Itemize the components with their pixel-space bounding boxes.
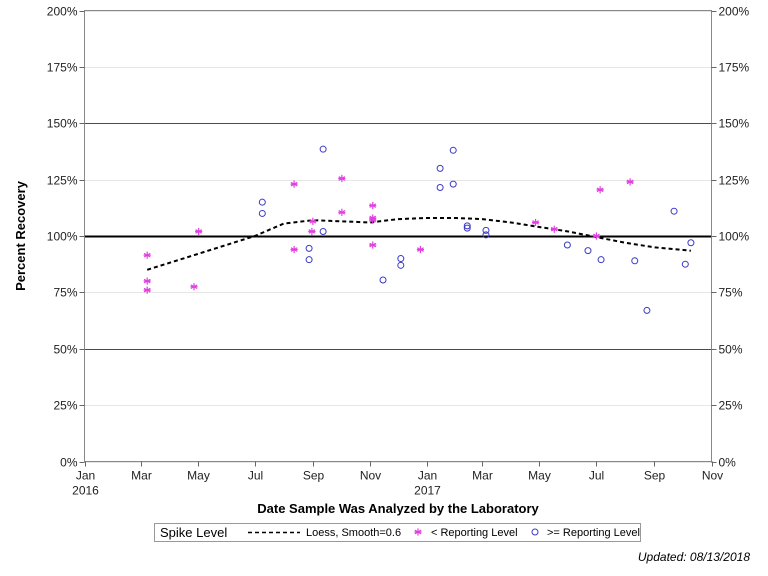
point-at-or-above-reporting bbox=[305, 244, 313, 252]
x-tick-label: Mar bbox=[472, 469, 493, 483]
legend-label: >= Reporting Level bbox=[547, 527, 640, 539]
point-below-reporting bbox=[592, 232, 600, 240]
point-below-reporting bbox=[143, 277, 151, 285]
point-below-reporting bbox=[143, 251, 151, 259]
point-below-reporting bbox=[308, 227, 316, 236]
y-tick-label: 125% bbox=[47, 174, 78, 188]
legend-title: Spike Level bbox=[160, 525, 227, 540]
footnote: Updated: 08/13/2018 bbox=[638, 550, 750, 564]
y-tick-label-right: 175% bbox=[719, 61, 750, 75]
point-at-or-above-reporting bbox=[563, 241, 571, 249]
point-at-or-above-reporting bbox=[643, 306, 651, 314]
point-below-reporting bbox=[596, 186, 604, 194]
point-at-or-above-reporting bbox=[449, 146, 457, 154]
point-below-reporting bbox=[550, 225, 558, 233]
x-axis-title: Date Sample Was Analyzed by the Laborato… bbox=[257, 501, 539, 516]
point-below-reporting bbox=[369, 201, 377, 210]
point-at-or-above-reporting bbox=[436, 164, 444, 172]
legend-item: Loess, Smooth=0.6 bbox=[248, 527, 401, 539]
point-below-reporting bbox=[626, 178, 634, 186]
point-below-reporting bbox=[309, 217, 317, 225]
x-tick-label: Jan bbox=[418, 469, 437, 483]
point-at-or-above-reporting bbox=[449, 180, 457, 188]
point-below-reporting bbox=[531, 218, 540, 227]
y-tick-label: 25% bbox=[53, 399, 77, 413]
y-axis-title: Percent Recovery bbox=[13, 180, 28, 291]
point-at-or-above-reporting bbox=[379, 276, 387, 284]
y-tick-label: 75% bbox=[53, 286, 77, 300]
point-at-or-above-reporting bbox=[258, 209, 266, 217]
x-tick-label: Mar bbox=[131, 469, 152, 483]
x-tick-label: Sep bbox=[303, 469, 325, 483]
legend-item: < Reporting Level bbox=[414, 527, 518, 539]
points-layer bbox=[143, 145, 695, 314]
legend-circle-symbol bbox=[531, 528, 539, 536]
legend-label: Loess, Smooth=0.6 bbox=[306, 527, 401, 539]
point-below-reporting bbox=[290, 245, 298, 254]
y-axis-right: 0% 25% 50% 75% 100% 125% 150% 175% 200% bbox=[711, 5, 750, 470]
y-tick-label: 50% bbox=[53, 343, 77, 357]
loess-line bbox=[146, 217, 691, 271]
point-at-or-above-reporting bbox=[687, 239, 695, 247]
point-at-or-above-reporting bbox=[319, 145, 327, 153]
x-tick-label: Jan bbox=[76, 469, 95, 483]
point-below-reporting bbox=[195, 227, 203, 236]
y-tick-label-right: 150% bbox=[719, 117, 750, 131]
y-tick-label-right: 0% bbox=[719, 456, 737, 470]
point-at-or-above-reporting bbox=[681, 260, 689, 268]
y-axis-left: 0% 25% 50% 75% 100% 125% 150% 175% 200% bbox=[47, 5, 85, 470]
point-at-or-above-reporting bbox=[463, 224, 471, 232]
point-below-reporting bbox=[290, 180, 298, 188]
loess-layer bbox=[146, 217, 691, 271]
point-below-reporting bbox=[338, 174, 346, 183]
y-tick-label: 100% bbox=[47, 230, 78, 244]
point-at-or-above-reporting bbox=[584, 247, 592, 255]
legend-asterisk-symbol bbox=[414, 528, 422, 536]
y-tick-label: 0% bbox=[60, 456, 78, 470]
point-below-reporting bbox=[416, 245, 425, 254]
x-tick-label: May bbox=[187, 469, 210, 483]
point-at-or-above-reporting bbox=[597, 256, 605, 264]
point-below-reporting bbox=[338, 208, 346, 216]
x-tick-label: Nov bbox=[360, 469, 381, 483]
point-at-or-above-reporting bbox=[436, 184, 444, 192]
y-tick-label-right: 125% bbox=[719, 174, 750, 188]
y-tick-label-right: 100% bbox=[719, 230, 750, 244]
x-tick-label: Jul bbox=[248, 469, 263, 483]
y-tick-label: 200% bbox=[47, 5, 78, 19]
y-tick-label-right: 25% bbox=[719, 399, 743, 413]
y-tick-label-right: 200% bbox=[719, 5, 750, 19]
x-tick-year: 2017 bbox=[414, 484, 441, 498]
legend-box bbox=[154, 523, 641, 542]
point-at-or-above-reporting bbox=[397, 255, 405, 263]
reference-lines bbox=[84, 123, 712, 350]
point-below-reporting bbox=[369, 241, 377, 249]
x-tick-label: Nov bbox=[702, 469, 723, 483]
point-at-or-above-reporting bbox=[258, 198, 266, 206]
point-below-reporting bbox=[143, 286, 151, 294]
legend-label: < Reporting Level bbox=[431, 527, 518, 539]
point-at-or-above-reporting bbox=[670, 207, 678, 215]
point-at-or-above-reporting bbox=[305, 256, 313, 264]
point-at-or-above-reporting bbox=[482, 231, 490, 239]
point-at-or-above-reporting bbox=[463, 222, 471, 230]
point-at-or-above-reporting bbox=[397, 261, 405, 269]
x-tick-label: May bbox=[528, 469, 551, 483]
point-at-or-above-reporting bbox=[319, 227, 327, 235]
x-tick-year: 2016 bbox=[72, 484, 99, 498]
legend-item: >= Reporting Level bbox=[531, 527, 640, 539]
x-tick-label: Jul bbox=[589, 469, 604, 483]
y-tick-label-right: 50% bbox=[719, 343, 743, 357]
y-tick-label: 175% bbox=[47, 61, 78, 75]
point-below-reporting bbox=[190, 283, 198, 291]
legend: Spike Level Loess, Smooth=0.6 < Reporting… bbox=[154, 523, 641, 542]
x-tick-label: Sep bbox=[644, 469, 666, 483]
point-at-or-above-reporting bbox=[631, 257, 639, 265]
point-below-reporting bbox=[369, 216, 377, 224]
y-tick-label: 150% bbox=[47, 117, 78, 131]
point-at-or-above-reporting bbox=[482, 226, 490, 234]
y-tick-label-right: 75% bbox=[719, 286, 743, 300]
